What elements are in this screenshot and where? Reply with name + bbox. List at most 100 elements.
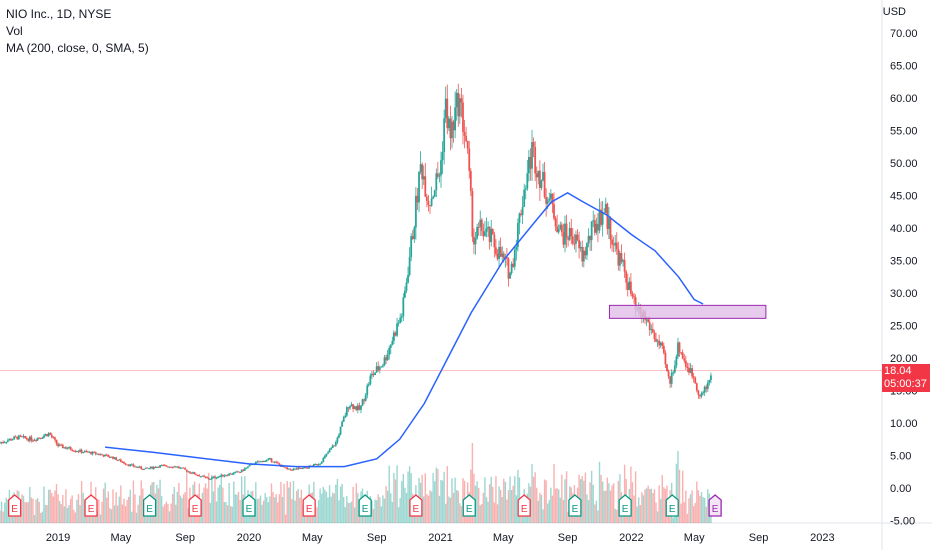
candle[interactable] [703,386,706,393]
candle[interactable] [629,281,632,294]
candle[interactable] [460,98,463,103]
candle[interactable] [97,453,100,455]
candle[interactable] [396,323,398,336]
candle[interactable] [258,461,260,463]
candle[interactable] [57,443,59,447]
candle[interactable] [476,226,478,239]
candle[interactable] [35,440,37,442]
candle[interactable] [204,476,207,478]
candle[interactable] [119,459,122,462]
candle[interactable] [240,469,243,473]
candle[interactable] [435,173,438,191]
candle[interactable] [291,469,293,471]
candle[interactable] [28,436,31,441]
candle[interactable] [130,464,133,466]
candle[interactable] [96,453,99,455]
candle[interactable] [681,352,684,359]
candle[interactable] [432,196,435,199]
candle[interactable] [540,180,543,188]
candle[interactable] [506,257,508,259]
candle[interactable] [689,368,692,373]
candle[interactable] [586,243,588,256]
candle[interactable] [38,437,41,439]
candle[interactable] [295,468,298,470]
candle[interactable] [609,218,612,240]
candle[interactable] [468,148,471,171]
candle[interactable] [3,442,6,444]
candle[interactable] [700,393,703,397]
candle[interactable] [342,417,345,422]
candle[interactable] [683,358,686,361]
candle[interactable] [438,175,441,177]
candle[interactable] [327,452,329,454]
candle[interactable] [364,395,367,401]
candle[interactable] [422,176,425,180]
candle[interactable] [214,476,216,479]
candle[interactable] [509,273,511,279]
candle[interactable] [458,98,461,117]
candle[interactable] [196,475,199,477]
candle[interactable] [440,160,442,176]
candle[interactable] [245,467,248,469]
candle[interactable] [108,456,111,458]
candle[interactable] [284,467,287,469]
candle[interactable] [127,464,130,466]
candle[interactable] [512,263,515,267]
candle[interactable] [557,228,560,233]
candle[interactable] [294,468,296,470]
candle[interactable] [400,316,403,318]
candle[interactable] [604,203,607,213]
candle[interactable] [8,438,11,441]
candle[interactable] [99,454,102,456]
candle[interactable] [151,466,154,469]
candle[interactable] [545,197,548,204]
candle[interactable] [229,473,232,475]
candle[interactable] [710,375,712,381]
candle[interactable] [404,290,406,298]
candle[interactable] [248,464,251,467]
candle[interactable] [527,156,530,174]
candle[interactable] [664,353,667,365]
candle[interactable] [76,451,78,453]
candle[interactable] [5,441,8,443]
candle[interactable] [568,228,571,240]
candle[interactable] [353,406,356,409]
candle[interactable] [165,465,168,467]
candle[interactable] [705,386,708,389]
candle[interactable] [156,466,158,468]
candle[interactable] [129,464,132,466]
candle[interactable] [498,247,500,259]
candle[interactable] [85,451,88,453]
candle[interactable] [305,467,307,469]
candle[interactable] [669,376,672,384]
candle[interactable] [562,232,565,245]
candle[interactable] [446,98,449,129]
candle[interactable] [83,451,86,453]
candle[interactable] [355,406,358,411]
candle[interactable] [33,440,36,442]
candle[interactable] [397,322,400,324]
candle[interactable] [239,472,242,474]
candle[interactable] [116,460,119,462]
candle[interactable] [451,121,453,139]
candle[interactable] [314,463,317,465]
candle[interactable] [273,461,276,463]
candle[interactable] [65,447,67,449]
candle[interactable] [312,464,315,467]
candle[interactable] [160,465,163,467]
earnings-marker[interactable]: E [409,494,423,517]
candle[interactable] [71,449,74,451]
candle[interactable] [228,473,231,476]
earnings-marker[interactable]: E [462,494,476,517]
candle[interactable] [606,203,609,229]
candle[interactable] [179,467,182,469]
candle[interactable] [336,437,339,443]
candle[interactable] [535,173,538,178]
candle[interactable] [507,258,510,279]
candle[interactable] [543,171,546,198]
candle[interactable] [0,442,3,444]
candle[interactable] [454,107,457,131]
candle[interactable] [206,477,209,479]
candle[interactable] [548,198,551,201]
candle[interactable] [447,118,450,129]
